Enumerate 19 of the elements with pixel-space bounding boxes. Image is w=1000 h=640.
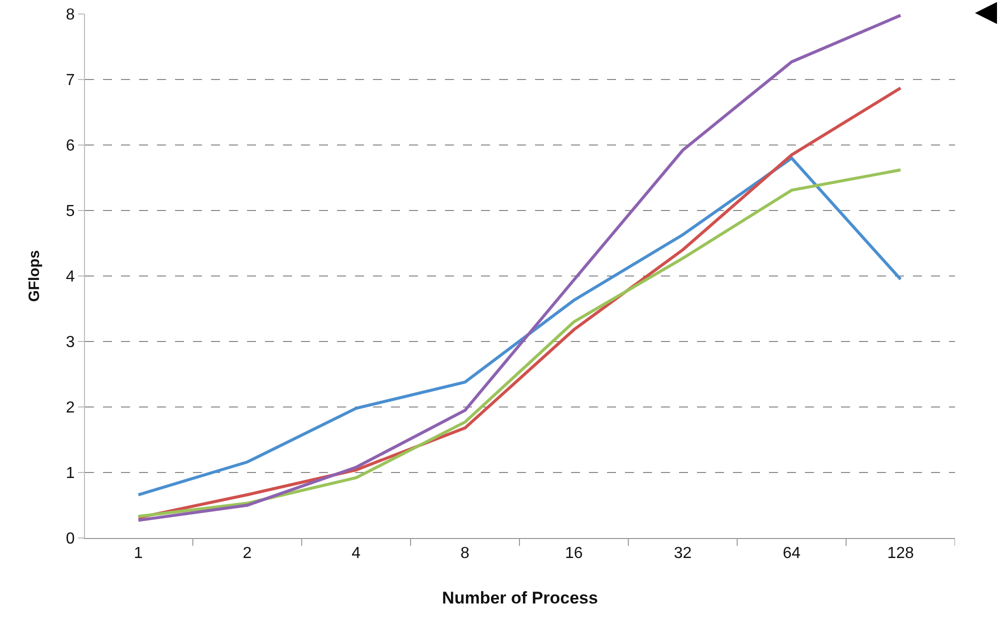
x-tick-label: 32 — [674, 545, 692, 562]
x-tick-label: 1 — [134, 545, 143, 562]
y-tick-label: 4 — [66, 268, 75, 286]
x-tick-label: 2 — [242, 545, 252, 562]
x-axis-title: Number of Process — [442, 588, 598, 608]
x-tick-label: 8 — [460, 545, 470, 562]
y-axis-title: GFlops — [26, 250, 44, 302]
y-tick-label: 8 — [66, 6, 75, 24]
y-tick-label: 1 — [66, 465, 75, 482]
x-tick-label: 64 — [782, 545, 801, 562]
y-tick-label: 3 — [66, 334, 75, 352]
y-tick-label: 5 — [66, 203, 75, 220]
y-tick-label: 2 — [66, 400, 75, 417]
y-tick-label: 7 — [66, 72, 75, 90]
x-tick-label: 128 — [887, 545, 914, 562]
y-tick-label: 6 — [66, 138, 75, 155]
y-tick-label: 0 — [66, 530, 75, 548]
x-tick-label: 16 — [565, 545, 583, 562]
x-tick-label: 4 — [352, 545, 361, 562]
